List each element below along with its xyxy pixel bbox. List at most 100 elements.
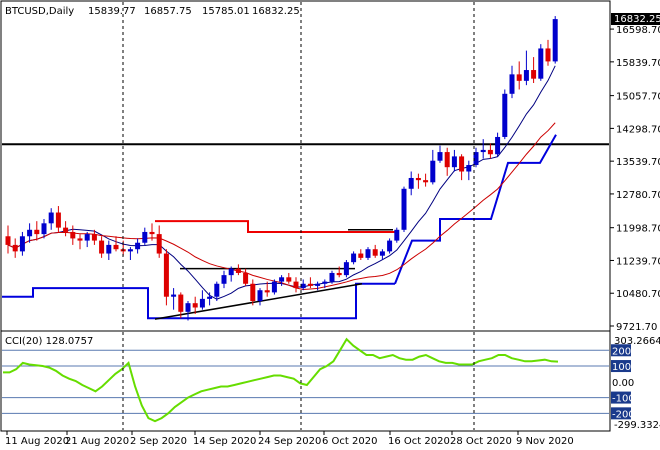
candle-body (199, 298, 205, 308)
candle-body (63, 227, 69, 232)
candle-body (502, 93, 508, 137)
channel-lower-line (2, 282, 395, 320)
main-plot[interactable] (2, 16, 609, 321)
candle-body (437, 152, 443, 161)
cci-level-tag (611, 407, 631, 420)
candle-body (48, 212, 54, 224)
candle-body (156, 234, 162, 254)
axes: 16598.70 15839.70 15057.70 14298.70 13539.70… (5, 2, 660, 447)
cci-plot[interactable]: 200 100 0.00 -100 -200 (2, 337, 635, 423)
candle-body (538, 48, 544, 79)
candle-body (113, 244, 119, 250)
candle-body (149, 231, 155, 235)
candle-body (315, 283, 321, 286)
candle-body (135, 242, 141, 250)
cci-level-tag (611, 360, 631, 373)
candle-body (264, 290, 270, 293)
cci-level-label: 200 (612, 346, 631, 357)
candle-body (185, 303, 191, 312)
candle-body (163, 253, 169, 297)
candle-body (365, 249, 371, 258)
price-tick-label: 12780.70 (616, 190, 660, 201)
price-tick-label: 16598.70 (616, 25, 660, 36)
candle-body (228, 268, 234, 276)
candle-body (5, 236, 11, 245)
candle-body (307, 283, 313, 286)
candle-body (423, 180, 429, 183)
candle-body (178, 294, 184, 312)
candle-body (358, 253, 364, 258)
cci-level-label: -100 (612, 394, 635, 405)
candle-body (250, 283, 256, 302)
candle-body (473, 152, 479, 166)
cci-label: CCI(20) 128.0757 (5, 336, 93, 347)
candle-body (106, 244, 112, 254)
candle-body (531, 70, 537, 79)
candle-body (387, 240, 393, 252)
candle-body (286, 277, 292, 282)
cci-level-label: 100 (612, 362, 631, 373)
price-tick-label: 10480.70 (616, 289, 660, 300)
candle-body (444, 152, 450, 168)
candle-body (322, 281, 328, 284)
candle-body (271, 281, 277, 293)
cci-min-label: -299.3324 (614, 420, 660, 431)
chart-frame (0, 0, 611, 432)
current-price-tag (611, 13, 660, 25)
price-tick-label: 14298.70 (616, 124, 660, 135)
candle-body (552, 19, 558, 62)
candle-body (466, 165, 472, 172)
candle-body (343, 262, 349, 276)
current-price-label: 16832.25 (614, 14, 660, 25)
candle-body (41, 223, 47, 235)
candle-body (257, 290, 263, 302)
time-tick-label: 24 Sep 2020 (258, 436, 321, 447)
time-tick-label: 14 Sep 2020 (193, 436, 256, 447)
candle-body (336, 272, 342, 276)
candle-body (545, 48, 551, 62)
candle-body (430, 160, 436, 183)
candle-body (171, 294, 177, 297)
candle-body (12, 244, 18, 252)
candle-body (77, 238, 83, 241)
candle-body (329, 272, 335, 282)
time-tick-label: 28 Oct 2020 (450, 436, 512, 447)
candle-body (127, 249, 133, 252)
cci-level-tag (611, 344, 631, 357)
candle-body (235, 268, 241, 273)
price-tick-label: 15057.70 (616, 92, 660, 103)
candle-body (459, 156, 465, 172)
candle-body (207, 296, 213, 299)
candle-body (221, 275, 227, 284)
candle-body (34, 229, 40, 235)
header-close: 16832.25 (252, 6, 300, 17)
time-tick-label: 2 Sep 2020 (130, 436, 187, 447)
channel-upper-line (155, 220, 395, 233)
candle-body (487, 149, 493, 155)
candle-body (516, 74, 522, 81)
price-tick-label: 13539.70 (616, 157, 660, 168)
candle-body (372, 249, 378, 256)
candle-body (55, 212, 61, 228)
channel-lower-line-rising (394, 134, 557, 285)
price-tick-label: 11239.70 (616, 256, 660, 267)
candle-body (451, 156, 457, 168)
candle-body (495, 136, 501, 155)
candle-body (70, 231, 76, 239)
cci-max-label: 303.2664 (614, 336, 660, 347)
cci-level-label: 0.00 (612, 378, 634, 389)
time-tick-label: 9 Nov 2020 (516, 436, 574, 447)
candle-body (243, 272, 249, 284)
candle-body (300, 283, 306, 289)
candle-body (214, 283, 220, 297)
cci-level-tag (611, 391, 631, 404)
cci-line (3, 337, 559, 423)
candle-body (99, 240, 105, 254)
time-tick-label: 11 Aug 2020 (5, 436, 69, 447)
candle-body (279, 277, 285, 282)
candle-body (142, 231, 148, 243)
candle-body (415, 177, 421, 181)
header-low: 15785.01 (202, 6, 250, 17)
candle-body (480, 149, 486, 153)
